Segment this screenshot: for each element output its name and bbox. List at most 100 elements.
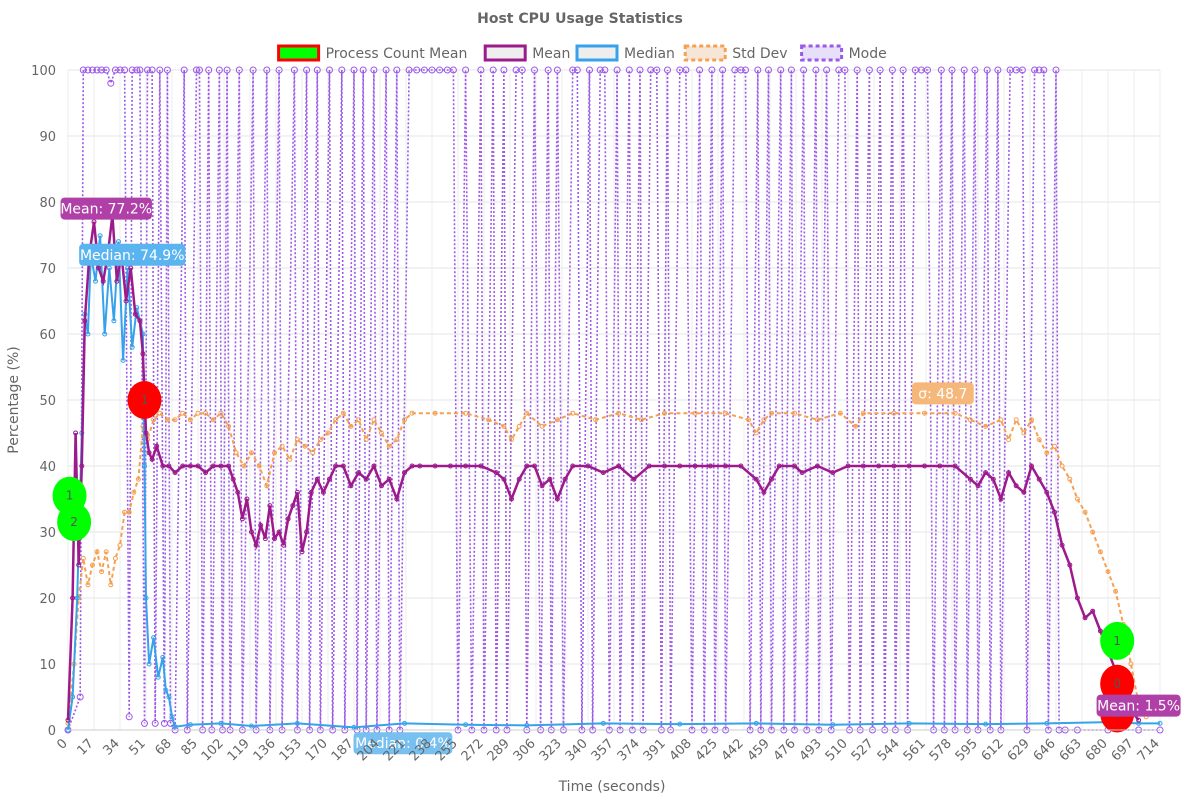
data-point	[477, 66, 485, 74]
data-point	[275, 66, 283, 74]
data-point	[409, 410, 415, 416]
legend-item-mode[interactable]: Mode	[800, 44, 887, 62]
x-tick-label: 425	[693, 736, 721, 764]
data-point	[151, 417, 157, 423]
data-point	[570, 410, 576, 416]
data-point	[371, 463, 377, 469]
data-point	[154, 443, 160, 449]
data-point	[394, 437, 400, 443]
data-point	[140, 351, 146, 357]
data-point	[723, 463, 729, 469]
data-point	[792, 410, 797, 416]
legend-item-mean[interactable]: Mean	[483, 44, 570, 62]
data-point	[85, 331, 91, 337]
data-point	[120, 357, 126, 363]
annotation-box	[911, 382, 974, 405]
data-point	[692, 410, 698, 416]
x-tick-label: 544	[875, 736, 903, 764]
data-point	[746, 417, 752, 423]
data-point	[320, 489, 326, 495]
process-count-label: 1	[66, 489, 74, 503]
data-point	[180, 66, 188, 74]
data-point	[351, 724, 357, 730]
data-point	[128, 66, 136, 74]
data-point	[447, 463, 453, 469]
annotation-box	[1096, 694, 1181, 717]
data-point	[891, 463, 897, 469]
data-point	[299, 549, 305, 555]
annotation-text: Median: 0.4%	[355, 736, 451, 752]
data-point	[123, 298, 129, 304]
data-point	[1052, 66, 1060, 74]
x-tick-label: 153	[277, 736, 305, 764]
data-point	[405, 66, 413, 74]
data-point	[769, 410, 774, 416]
x-tick-label: 442	[719, 736, 747, 764]
data-point	[93, 278, 98, 284]
data-point	[860, 463, 866, 469]
data-point	[93, 66, 101, 74]
data-point	[952, 410, 958, 416]
data-point	[187, 722, 193, 728]
data-point	[478, 463, 484, 469]
data-point	[1013, 483, 1019, 489]
data-point	[79, 463, 85, 469]
data-point	[1082, 615, 1088, 621]
data-point	[994, 66, 1002, 74]
data-point	[983, 423, 989, 429]
data-point	[906, 463, 912, 469]
legend-swatch	[800, 44, 844, 62]
legend-item-median[interactable]: Median	[575, 44, 675, 62]
data-point	[719, 66, 727, 74]
process-count-label: 0	[1113, 677, 1121, 691]
data-point	[73, 430, 79, 436]
process-count-label: 1	[1113, 634, 1121, 648]
data-point	[90, 562, 95, 568]
x-tick-label: 102	[199, 736, 227, 764]
data-point	[276, 529, 282, 535]
x-tick-label: 17	[75, 736, 97, 758]
x-tick-label: 493	[797, 736, 825, 764]
data-point	[106, 265, 112, 271]
data-point	[754, 66, 762, 74]
data-point	[413, 66, 421, 74]
data-point	[180, 410, 186, 416]
data-point	[239, 516, 245, 522]
data-point	[449, 66, 457, 74]
legend-item-process-count-mean[interactable]: Process Count Mean	[277, 44, 468, 62]
data-point	[509, 496, 514, 502]
data-point	[294, 437, 300, 443]
process-count-point: 1	[127, 381, 162, 419]
data-point	[149, 456, 155, 462]
series-mean	[65, 212, 1142, 723]
data-point	[218, 410, 224, 416]
data-point	[386, 476, 392, 482]
data-point	[1090, 529, 1096, 535]
data-point	[241, 463, 247, 469]
x-tick-label: 272	[459, 736, 487, 764]
data-point	[428, 66, 436, 74]
data-point	[1040, 66, 1048, 74]
legend-swatch	[483, 44, 527, 62]
legend[interactable]: Process Count Mean Mean Median Std Dev Mode	[277, 44, 887, 62]
data-point	[432, 463, 438, 469]
data-point	[967, 476, 973, 482]
data-point	[205, 66, 213, 74]
data-point	[653, 66, 661, 74]
data-point	[569, 66, 577, 74]
data-point	[142, 463, 147, 469]
data-point	[294, 489, 300, 495]
data-point	[187, 463, 193, 469]
data-point	[761, 417, 767, 423]
data-point	[249, 529, 254, 535]
legend-item-std-dev[interactable]: Std Dev	[683, 44, 788, 62]
y-axis-title: Percentage (%)	[6, 346, 22, 453]
data-point	[532, 463, 537, 469]
data-point	[830, 722, 836, 728]
data-point	[876, 66, 884, 74]
annotations: Mean: 77.2% Median: 74.9% σ: 48.7 Median: 0…	[60, 197, 1181, 755]
data-point	[853, 66, 861, 74]
data-point	[333, 463, 339, 469]
data-point	[338, 66, 346, 74]
x-tick-label: 561	[901, 736, 929, 764]
